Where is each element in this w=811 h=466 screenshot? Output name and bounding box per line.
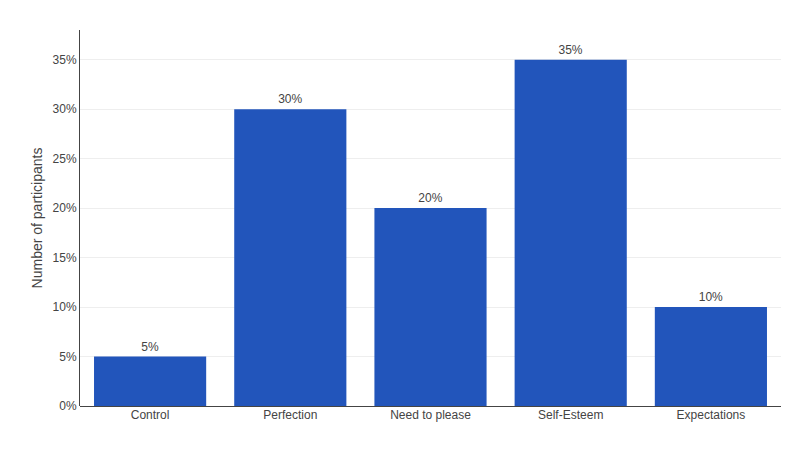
svg-text:25%: 25% bbox=[53, 152, 77, 166]
svg-text:5%: 5% bbox=[59, 350, 77, 364]
svg-text:Perfection: Perfection bbox=[263, 408, 317, 422]
svg-text:20%: 20% bbox=[53, 201, 77, 215]
svg-text:Control: Control bbox=[131, 408, 170, 422]
svg-text:35%: 35% bbox=[53, 53, 77, 67]
svg-text:5%: 5% bbox=[141, 340, 159, 354]
svg-text:30%: 30% bbox=[278, 92, 302, 106]
svg-text:35%: 35% bbox=[559, 43, 583, 57]
svg-text:Need to please: Need to please bbox=[390, 408, 471, 422]
svg-text:Self-Esteem: Self-Esteem bbox=[538, 408, 603, 422]
svg-text:Expectations: Expectations bbox=[677, 408, 746, 422]
svg-text:20%: 20% bbox=[418, 191, 442, 205]
svg-text:10%: 10% bbox=[699, 290, 723, 304]
svg-text:0%: 0% bbox=[59, 399, 77, 413]
svg-text:15%: 15% bbox=[53, 251, 77, 265]
svg-text:30%: 30% bbox=[53, 102, 77, 116]
svg-text:Number of participants: Number of participants bbox=[29, 148, 45, 289]
svg-text:10%: 10% bbox=[53, 300, 77, 314]
